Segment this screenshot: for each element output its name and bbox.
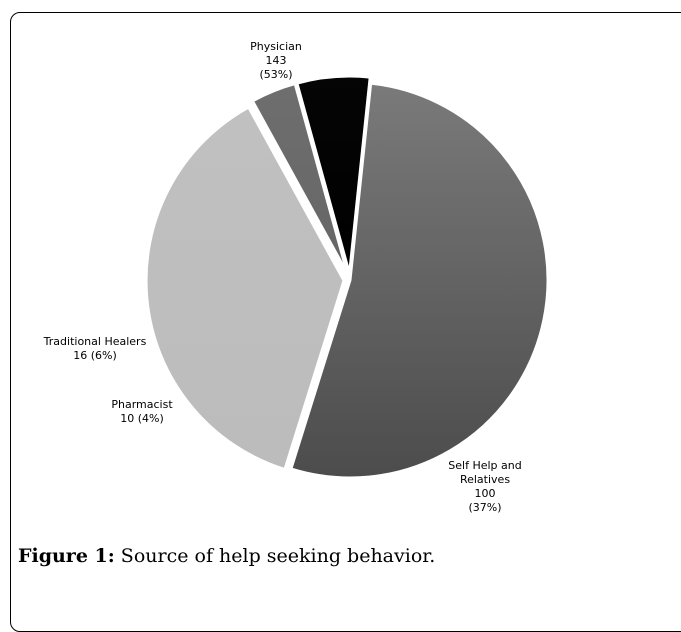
pie-label-self-help-and-relatives: Self Help and Relatives 100 (37%) [448, 459, 521, 514]
figure-caption-text: Source of help seeking behavior. [114, 545, 436, 567]
pie-label-line: (37%) [468, 501, 501, 514]
pie-slice-traditional-healers [295, 74, 372, 276]
pie-slices [144, 74, 550, 480]
pie-slice-physician [289, 81, 550, 480]
pie-chart: Physician 143 (53%)Self Help and Relatives 1… [43, 40, 550, 514]
pie-label-line: 100 [475, 487, 496, 500]
figure-caption: Figure 1: Source of help seeking behavio… [18, 545, 435, 567]
pie-slice-pharmacist [250, 82, 350, 276]
figure-caption-label: Figure 1: [18, 545, 115, 567]
pie-label-traditional-healers: Traditional Healers 16 (6%) [43, 335, 147, 362]
pie-label-line: Physician [250, 40, 302, 53]
pie-label-line: 16 (6%) [73, 349, 117, 362]
pie-label-line: 143 [266, 54, 287, 67]
pie-slice-self-help-and-relatives [144, 105, 346, 472]
pie-label-line: Self Help and [448, 459, 521, 472]
pie-label-pharmacist: Pharmacist 10 (4%) [111, 398, 173, 425]
pie-label-line: Pharmacist [111, 398, 173, 411]
pie-label-line: 10 (4%) [120, 412, 164, 425]
pie-label-line: Relatives [460, 473, 510, 486]
pie-labels: Physician 143 (53%)Self Help and Relatives 1… [43, 40, 522, 514]
pie-label-line: (53%) [259, 68, 292, 81]
pie-label-line: Traditional Healers [43, 335, 147, 348]
pie-label-physician: Physician 143 (53%) [250, 40, 302, 81]
